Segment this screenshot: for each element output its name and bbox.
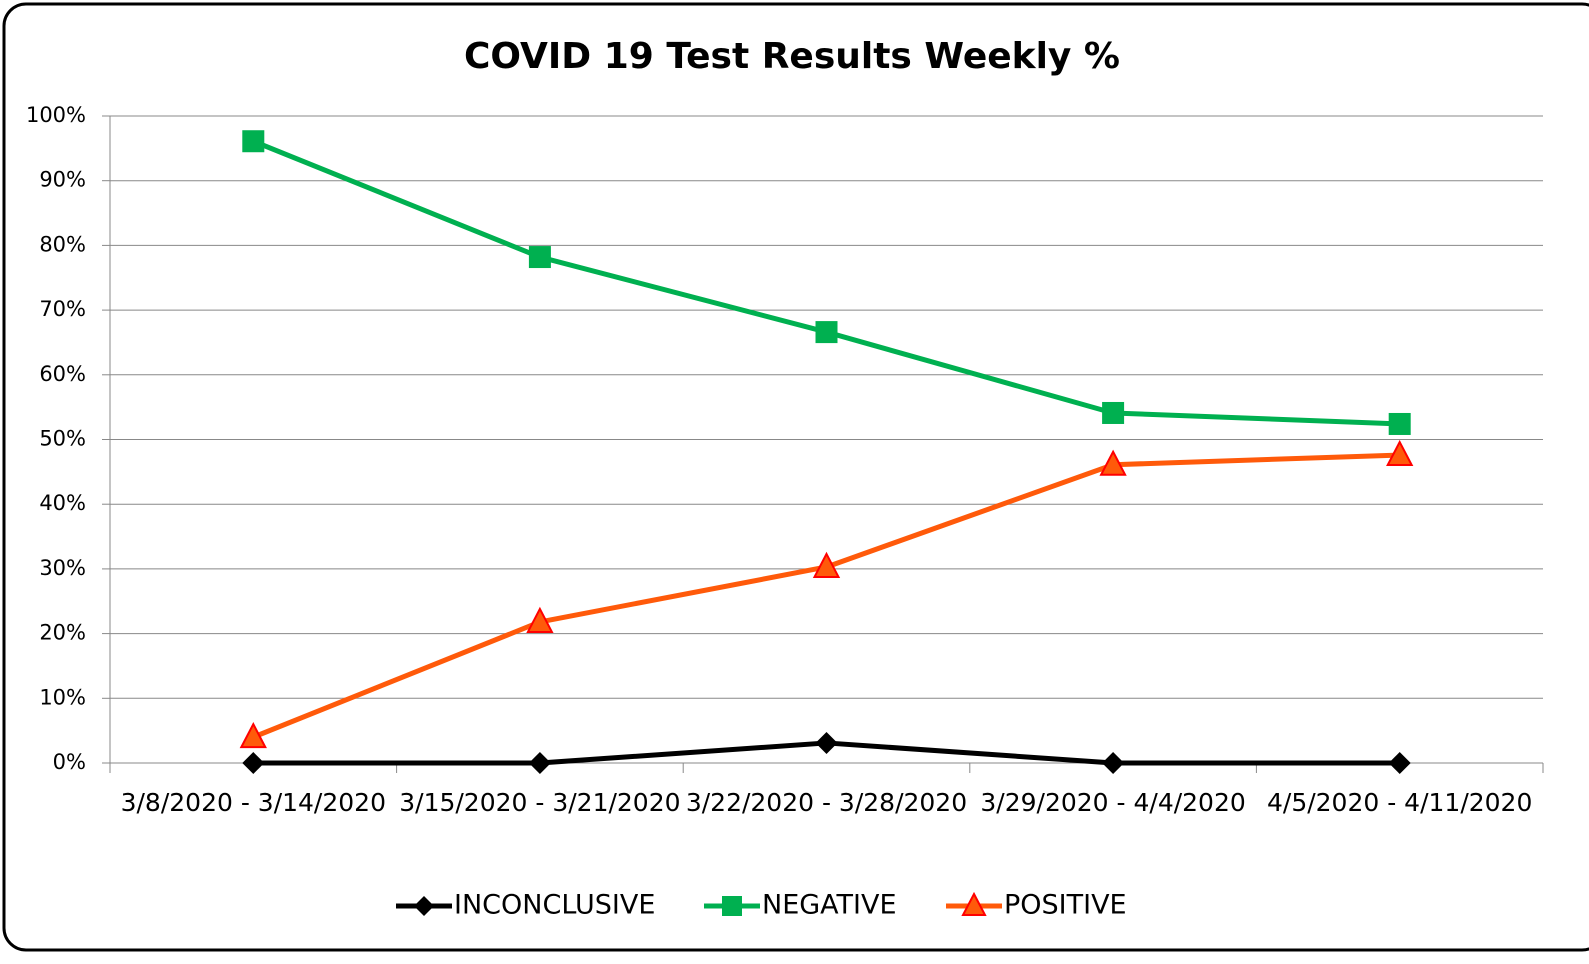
y-tick-label: 50%: [39, 427, 86, 451]
y-tick-label: 90%: [39, 168, 86, 192]
point: [815, 321, 838, 344]
point: [812, 551, 841, 578]
y-tick-label: 60%: [39, 362, 86, 386]
x-tick-label: 3/15/2020 - 3/21/2020: [399, 788, 681, 817]
legend-symbol: [961, 891, 987, 916]
point: [1386, 439, 1414, 467]
x-tick-label: 4/5/2020 - 4/11/2020: [1266, 788, 1533, 817]
point: [1388, 752, 1411, 774]
chart-title: COVID 19 Test Results Weekly %: [464, 36, 1120, 77]
y-tick-label: 100%: [26, 103, 86, 127]
legend-symbol: [722, 896, 742, 916]
y-tick-label: 10%: [39, 685, 86, 709]
point: [239, 721, 267, 749]
y-tick-label: 20%: [39, 621, 86, 645]
point: [526, 606, 554, 633]
y-tick-label: 80%: [39, 232, 86, 256]
point: [1102, 401, 1125, 424]
legend-label: POSITIVE: [1004, 890, 1127, 921]
point: [242, 130, 265, 153]
y-tick-label: 70%: [39, 297, 86, 321]
legend-symbol: [414, 896, 434, 916]
legend-label: INCONCLUSIVE: [454, 890, 655, 921]
y-tick-label: 30%: [39, 556, 86, 580]
point: [528, 246, 551, 269]
y-tick-label: 0%: [53, 750, 86, 774]
x-tick-label: 3/29/2020 - 4/4/2020: [980, 788, 1246, 817]
x-tick-label: 3/22/2020 - 3/28/2020: [685, 788, 968, 817]
legend-label: NEGATIVE: [762, 890, 897, 921]
point: [242, 752, 265, 774]
point: [1388, 412, 1411, 435]
y-tick-label: 40%: [39, 491, 86, 515]
x-tick-label: 3/8/2020 - 3/14/2020: [120, 788, 386, 817]
point: [1102, 752, 1125, 774]
point: [528, 752, 551, 774]
point: [815, 731, 838, 754]
point: [1099, 449, 1127, 476]
